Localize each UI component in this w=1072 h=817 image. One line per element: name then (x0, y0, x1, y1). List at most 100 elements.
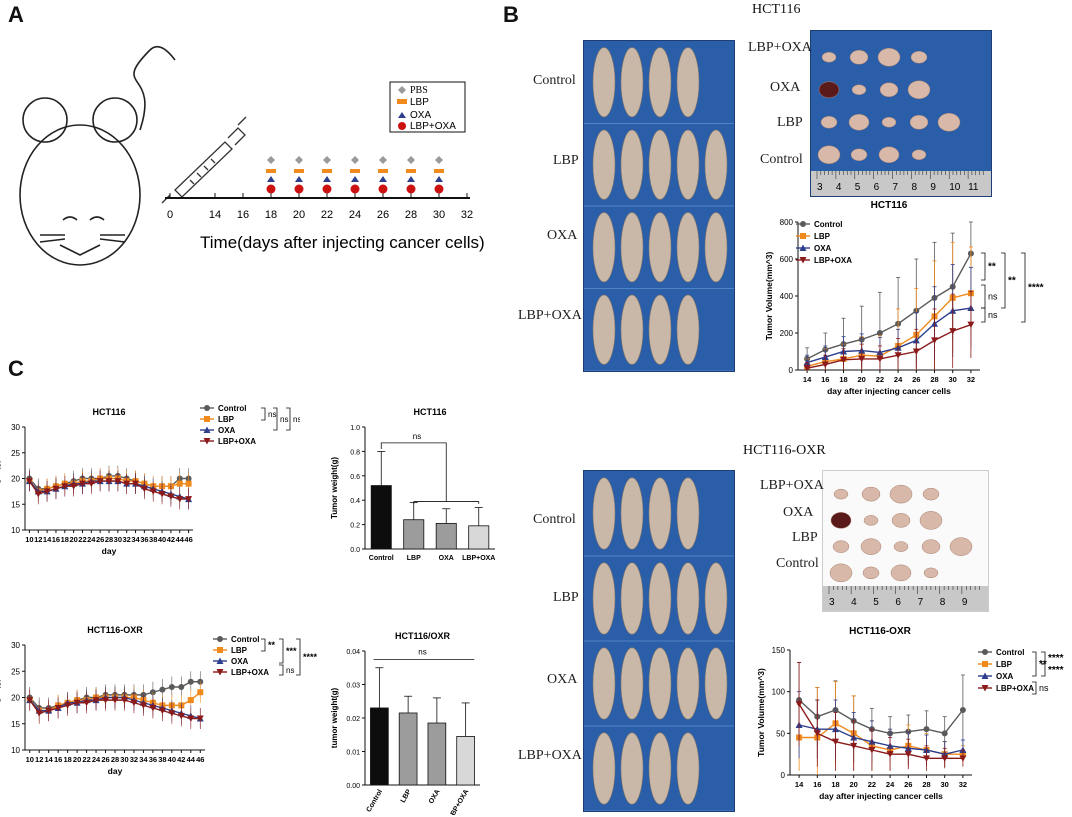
data-point (54, 705, 62, 712)
y-tick-label: 0.0 (350, 547, 360, 554)
tumor-specimen (889, 484, 913, 504)
x-tick-label: LBP (400, 788, 413, 804)
x-tick-label: 18 (61, 535, 69, 544)
data-point (140, 485, 148, 493)
dose-pbs-marker (323, 156, 331, 164)
legend-marker (217, 636, 223, 642)
y-tick-label: 400 (780, 292, 794, 301)
tumor-specimen (890, 564, 912, 582)
tumor-specimen (878, 146, 900, 163)
legend-oxa: OXA (410, 110, 431, 121)
y-tick-label: 0.04 (346, 649, 360, 656)
series-LBP (796, 681, 966, 775)
tumor-label-lbpoxa: LBP+OXA (748, 40, 812, 55)
dose-lbp-marker (350, 169, 360, 173)
x-axis-label: day after injecting cancer cells (827, 386, 951, 396)
bar-LBP+OXA (456, 736, 475, 786)
x-tick-label: 30 (941, 780, 949, 789)
data-point (912, 348, 920, 355)
mice-label-oxa: OXA (547, 228, 578, 243)
significance-label: **** (1048, 665, 1064, 676)
ruler (823, 586, 988, 611)
significance-label: ns (1039, 683, 1049, 693)
data-point (840, 356, 847, 364)
timeline-tick-label: 20 (293, 209, 305, 221)
timeline-legend: PBS LBP OXA LBP+OXA (389, 81, 466, 133)
x-tick-label: 24 (894, 375, 903, 384)
tumor-specimen (862, 566, 880, 580)
x-tick-label: 46 (184, 535, 192, 544)
x-tick-label: 34 (139, 755, 148, 764)
ruler-number: 11 (968, 182, 979, 193)
x-axis-label: day after injecting cancer cells (819, 791, 943, 801)
data-point (34, 490, 42, 498)
x-tick-label: 28 (105, 535, 113, 544)
timeline-tick-label: 28 (405, 209, 417, 221)
significance-label: ns (413, 432, 421, 441)
x-tick-label: 36 (140, 535, 148, 544)
series-LBP+OXA (803, 290, 975, 372)
data-point (102, 697, 110, 704)
y-tick-label: 0.2 (350, 523, 360, 530)
x-tick-label: 26 (96, 535, 104, 544)
tumor-specimen (849, 50, 869, 65)
dose-oxa-marker (407, 176, 415, 182)
x-tick-label: 26 (904, 780, 912, 789)
tumor-specimen (881, 117, 897, 128)
dose-lbp-marker (406, 169, 416, 173)
tumor-label-control: Control (760, 152, 803, 167)
timeline-tick-label: 18 (265, 209, 277, 221)
mouse-specimen (676, 129, 700, 200)
y-tick-label: 0.01 (346, 750, 360, 757)
legend-marker (799, 257, 807, 264)
tumor-specimen (860, 538, 882, 555)
tumor-label-lbp: LBP (777, 115, 803, 130)
mice-label-lbp: LBP (553, 153, 579, 168)
panel-letter-a: A (8, 2, 24, 27)
data-point (158, 490, 166, 498)
significance-label: **** (303, 652, 318, 662)
legend-oxa-marker (398, 112, 406, 118)
mouse-specimen (648, 294, 672, 365)
data-point (813, 730, 821, 737)
tumor-specimen (949, 537, 973, 556)
mouse-specimen (620, 647, 644, 720)
data-point (176, 480, 183, 487)
series-LBP+OXA (795, 662, 967, 771)
data-point (185, 496, 193, 503)
x-tick-label: 16 (52, 535, 60, 544)
data-point (168, 684, 175, 690)
timeline-tick-label: 14 (209, 209, 221, 221)
data-point (149, 705, 157, 712)
x-tick-label: 34 (131, 535, 140, 544)
bar-LBP (403, 519, 425, 550)
data-point (149, 488, 157, 495)
mouse-specimen (648, 732, 672, 805)
x-tick-label: 32 (123, 535, 131, 544)
tumor-specimen (850, 148, 868, 161)
data-point (43, 488, 51, 495)
y-tick-label: 150 (772, 646, 786, 655)
legend-marker (800, 221, 806, 227)
x-tick-label: 18 (63, 755, 71, 764)
significance-label: **** (1048, 653, 1064, 664)
data-point (177, 712, 185, 720)
legend-pbs: PBS (410, 85, 428, 96)
x-tick-label: 46 (196, 755, 204, 764)
y-axis-label: Tumor Volume(mm^3) (756, 668, 766, 757)
mouse-specimen (592, 212, 616, 283)
legend-label: LBP (218, 415, 235, 424)
data-point (52, 485, 60, 493)
series-OXA (795, 691, 967, 767)
x-tick-label: Control (369, 555, 394, 562)
y-tick-label: 0 (789, 366, 794, 375)
tumor-specimen (937, 113, 961, 132)
ruler-number: 8 (911, 182, 917, 193)
chart-title: HCT116-OXR (87, 625, 143, 635)
x-tick-label: 20 (850, 780, 858, 789)
y-tick-label: 0.02 (346, 716, 360, 723)
chart-tumor-volume-hct116oxr: 0 50 100 150 14 16 18 20 22 24 26 28 30 32 day after i… (756, 626, 1064, 801)
significance-label: ** (268, 640, 276, 650)
dose-oxa-marker (379, 176, 387, 182)
dose-lbpoxa-marker (266, 184, 276, 194)
